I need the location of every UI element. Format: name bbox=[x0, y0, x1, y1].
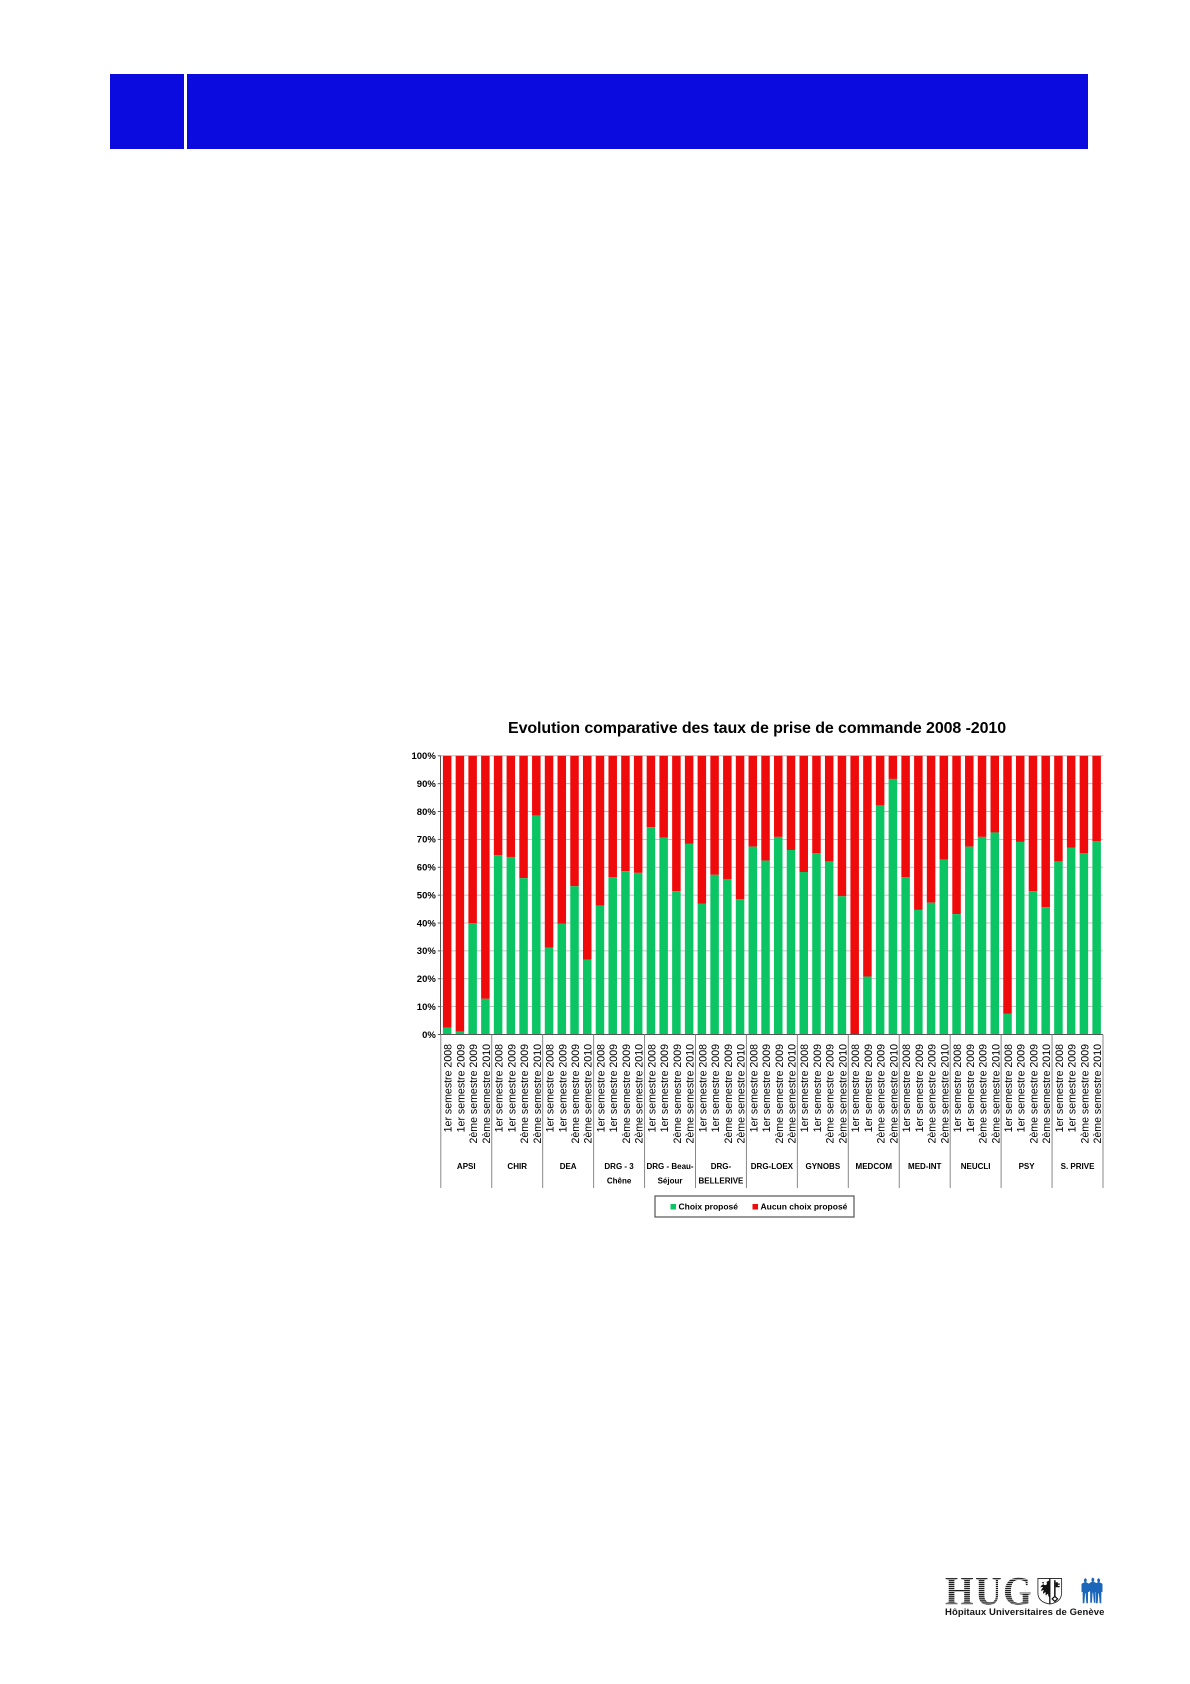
svg-text:2ème semestre 2010: 2ème semestre 2010 bbox=[736, 1044, 748, 1144]
svg-text:1er semestre 2008: 1er semestre 2008 bbox=[646, 1044, 658, 1132]
svg-text:2ème semestre 2010: 2ème semestre 2010 bbox=[685, 1044, 697, 1144]
svg-text:80%: 80% bbox=[417, 807, 437, 818]
svg-text:2ème semestre 2009: 2ème semestre 2009 bbox=[876, 1044, 888, 1144]
svg-text:20%: 20% bbox=[417, 974, 437, 985]
svg-text:10%: 10% bbox=[417, 1002, 437, 1013]
svg-text:1er semestre 2009: 1er semestre 2009 bbox=[710, 1044, 722, 1132]
svg-text:2ème semestre 2010: 2ème semestre 2010 bbox=[634, 1044, 646, 1144]
svg-text:1er semestre 2009: 1er semestre 2009 bbox=[812, 1044, 824, 1132]
svg-text:2ème semestre 2009: 2ème semestre 2009 bbox=[1079, 1044, 1091, 1144]
svg-text:BELLERIVE: BELLERIVE bbox=[699, 1177, 745, 1186]
svg-text:2ème semestre 2010: 2ème semestre 2010 bbox=[939, 1044, 951, 1144]
svg-text:2ème semestre 2010: 2ème semestre 2010 bbox=[888, 1044, 900, 1144]
svg-text:DRG-LOEX: DRG-LOEX bbox=[751, 1162, 794, 1171]
svg-text:2ème semestre 2009: 2ème semestre 2009 bbox=[927, 1044, 939, 1144]
svg-text:30%: 30% bbox=[417, 946, 437, 957]
svg-text:2ème semestre 2010: 2ème semestre 2010 bbox=[1041, 1044, 1053, 1144]
svg-text:Evolution comparative des taux: Evolution comparative des taux de prise … bbox=[508, 720, 1006, 737]
svg-text:DRG - Beau-: DRG - Beau- bbox=[646, 1162, 693, 1171]
svg-text:MEDCOM: MEDCOM bbox=[856, 1162, 893, 1171]
svg-text:1er semestre 2009: 1er semestre 2009 bbox=[455, 1044, 467, 1132]
svg-text:100%: 100% bbox=[411, 751, 436, 762]
svg-text:Séjour: Séjour bbox=[658, 1177, 683, 1186]
svg-text:1er semestre 2009: 1er semestre 2009 bbox=[863, 1044, 875, 1132]
svg-text:2ème semestre 2010: 2ème semestre 2010 bbox=[532, 1044, 544, 1144]
svg-text:1er semestre 2009: 1er semestre 2009 bbox=[557, 1044, 569, 1132]
svg-text:DRG-: DRG- bbox=[711, 1162, 732, 1171]
svg-text:S. PRIVE: S. PRIVE bbox=[1061, 1162, 1095, 1171]
svg-text:2ème semestre 2009: 2ème semestre 2009 bbox=[723, 1044, 735, 1144]
svg-text:2ème semestre 2009: 2ème semestre 2009 bbox=[978, 1044, 990, 1144]
svg-text:DRG - 3: DRG - 3 bbox=[604, 1162, 634, 1171]
svg-text:1er semestre 2008: 1er semestre 2008 bbox=[545, 1044, 557, 1132]
svg-text:40%: 40% bbox=[417, 918, 437, 929]
svg-text:1er semestre 2008: 1er semestre 2008 bbox=[901, 1044, 913, 1132]
svg-text:2ème semestre 2009: 2ème semestre 2009 bbox=[468, 1044, 480, 1144]
svg-text:NEUCLI: NEUCLI bbox=[961, 1162, 991, 1171]
svg-text:1er semestre 2008: 1er semestre 2008 bbox=[748, 1044, 760, 1132]
svg-text:90%: 90% bbox=[417, 779, 437, 790]
svg-text:1er semestre 2009: 1er semestre 2009 bbox=[965, 1044, 977, 1132]
svg-text:1er semestre 2008: 1er semestre 2008 bbox=[952, 1044, 964, 1132]
svg-text:2ème semestre 2009: 2ème semestre 2009 bbox=[672, 1044, 684, 1144]
svg-text:1er semestre 2009: 1er semestre 2009 bbox=[659, 1044, 671, 1132]
svg-text:2ème semestre 2009: 2ème semestre 2009 bbox=[570, 1044, 582, 1144]
svg-text:MED-INT: MED-INT bbox=[908, 1162, 941, 1171]
svg-text:1er semestre 2009: 1er semestre 2009 bbox=[1016, 1044, 1028, 1132]
svg-text:Hôpitaux Universitaires de Gen: Hôpitaux Universitaires de Genève bbox=[945, 1607, 1104, 1618]
svg-text:2ème semestre 2010: 2ème semestre 2010 bbox=[837, 1044, 849, 1144]
svg-text:2ème semestre 2010: 2ème semestre 2010 bbox=[1092, 1044, 1104, 1144]
svg-text:2ème semestre 2009: 2ème semestre 2009 bbox=[621, 1044, 633, 1144]
svg-text:70%: 70% bbox=[417, 835, 437, 846]
svg-text:2ème semestre 2010: 2ème semestre 2010 bbox=[481, 1044, 493, 1144]
svg-text:1er semestre 2009: 1er semestre 2009 bbox=[761, 1044, 773, 1132]
svg-text:50%: 50% bbox=[417, 890, 437, 901]
svg-text:2ème semestre 2010: 2ème semestre 2010 bbox=[787, 1044, 799, 1144]
svg-text:1er semestre 2008: 1er semestre 2008 bbox=[1054, 1044, 1066, 1132]
svg-text:Chêne: Chêne bbox=[607, 1177, 632, 1186]
svg-text:1er semestre 2008: 1er semestre 2008 bbox=[697, 1044, 709, 1132]
svg-text:APSI: APSI bbox=[457, 1162, 476, 1171]
svg-text:Aucun choix proposé: Aucun choix proposé bbox=[761, 1202, 848, 1212]
svg-text:1er semestre 2009: 1er semestre 2009 bbox=[608, 1044, 620, 1132]
svg-text:1er semestre 2008: 1er semestre 2008 bbox=[850, 1044, 862, 1132]
svg-text:2ème semestre 2009: 2ème semestre 2009 bbox=[774, 1044, 786, 1144]
svg-text:2ème semestre 2010: 2ème semestre 2010 bbox=[990, 1044, 1002, 1144]
svg-text:2ème semestre 2009: 2ème semestre 2009 bbox=[825, 1044, 837, 1144]
svg-text:0%: 0% bbox=[422, 1030, 436, 1041]
svg-text:Choix proposé: Choix proposé bbox=[679, 1202, 739, 1212]
svg-text:1er semestre 2008: 1er semestre 2008 bbox=[443, 1044, 455, 1132]
svg-text:GYNOBS: GYNOBS bbox=[806, 1162, 841, 1171]
svg-text:2ème semestre 2009: 2ème semestre 2009 bbox=[1028, 1044, 1040, 1144]
svg-text:HUG: HUG bbox=[945, 1574, 1033, 1614]
svg-text:1er semestre 2009: 1er semestre 2009 bbox=[1067, 1044, 1079, 1132]
svg-text:1er semestre 2008: 1er semestre 2008 bbox=[1003, 1044, 1015, 1132]
svg-text:PSY: PSY bbox=[1019, 1162, 1036, 1171]
svg-text:1er semestre 2009: 1er semestre 2009 bbox=[914, 1044, 926, 1132]
svg-text:60%: 60% bbox=[417, 863, 437, 874]
svg-text:2ème semestre 2009: 2ème semestre 2009 bbox=[519, 1044, 531, 1144]
svg-text:2ème semestre 2010: 2ème semestre 2010 bbox=[583, 1044, 595, 1144]
svg-text:1er semestre 2008: 1er semestre 2008 bbox=[799, 1044, 811, 1132]
svg-text:DEA: DEA bbox=[560, 1162, 577, 1171]
svg-text:1er semestre 2008: 1er semestre 2008 bbox=[595, 1044, 607, 1132]
svg-text:1er semestre 2008: 1er semestre 2008 bbox=[494, 1044, 506, 1132]
svg-text:CHIR: CHIR bbox=[507, 1162, 527, 1171]
svg-text:1er semestre 2009: 1er semestre 2009 bbox=[506, 1044, 518, 1132]
